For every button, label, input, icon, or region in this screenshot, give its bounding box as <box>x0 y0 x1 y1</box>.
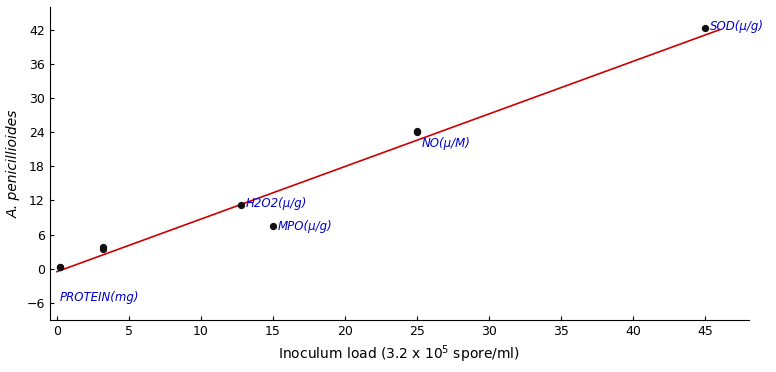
Text: MPO(μ/g): MPO(μ/g) <box>277 219 332 232</box>
Point <box>267 223 279 229</box>
Point <box>411 128 424 134</box>
X-axis label: Inoculum load (3.2 x 10$^5$ spore/ml): Inoculum load (3.2 x 10$^5$ spore/ml) <box>278 343 520 365</box>
Point <box>97 244 109 250</box>
Y-axis label: A. penicillioides: A. penicillioides <box>7 109 21 218</box>
Point <box>97 246 109 252</box>
Text: SOD(μ/g): SOD(μ/g) <box>709 20 764 33</box>
Point <box>54 264 66 270</box>
Text: H2O2(μ/g): H2O2(μ/g) <box>246 197 307 210</box>
Text: PROTEIN(mg): PROTEIN(mg) <box>60 291 140 304</box>
Point <box>699 25 712 31</box>
Point <box>54 264 66 270</box>
Point <box>235 202 248 208</box>
Point <box>411 129 424 135</box>
Text: NO(μ/M): NO(μ/M) <box>421 137 470 150</box>
